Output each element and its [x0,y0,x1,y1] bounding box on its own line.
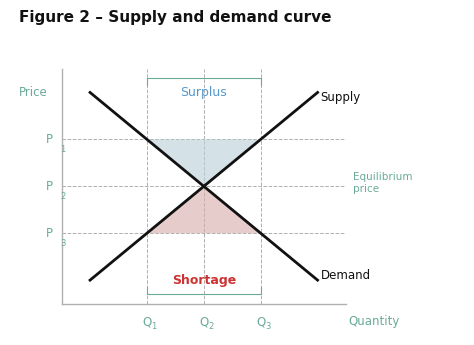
Text: 3: 3 [60,239,65,248]
Polygon shape [147,139,261,186]
Text: Surplus: Surplus [181,86,227,99]
Text: 3: 3 [265,322,271,331]
Text: 1: 1 [151,322,157,331]
Text: P: P [46,180,53,193]
Text: Shortage: Shortage [172,274,236,287]
Text: Q: Q [142,315,152,328]
Text: Figure 2 – Supply and demand curve: Figure 2 – Supply and demand curve [19,10,331,25]
Text: Demand: Demand [320,269,371,282]
Text: P: P [46,227,53,240]
Polygon shape [147,186,261,233]
Text: 2: 2 [60,193,65,201]
Text: 2: 2 [208,322,214,331]
Text: Price: Price [18,86,47,99]
Text: Quantity: Quantity [349,315,400,328]
Text: Q: Q [199,315,209,328]
Text: P: P [46,133,53,146]
Text: 1: 1 [60,146,65,155]
Text: Equilibrium
price: Equilibrium price [353,172,413,194]
Text: Q: Q [256,315,265,328]
Text: Supply: Supply [320,91,361,103]
